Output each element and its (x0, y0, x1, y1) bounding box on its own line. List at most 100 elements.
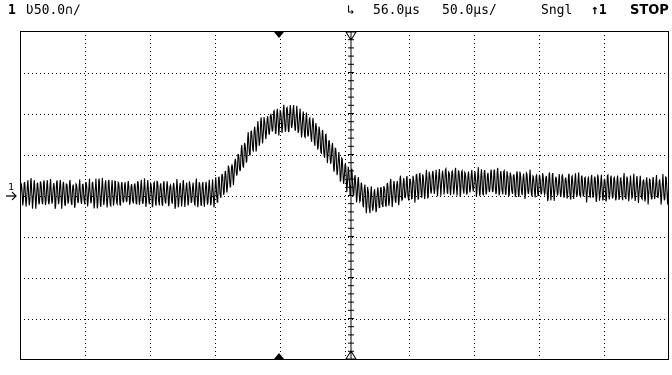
grid-dot (236, 114, 237, 115)
grid-dot (80, 73, 81, 74)
grid-dot (536, 278, 537, 279)
grid-dot (215, 231, 216, 232)
grid-dot (176, 114, 177, 115)
grid-dot (192, 114, 193, 115)
grid-dot (148, 278, 149, 279)
grid-dot (280, 67, 281, 68)
grid-dot (604, 83, 605, 84)
grid-dot (608, 237, 609, 238)
grid-dot (184, 237, 185, 238)
grid-dot (372, 155, 373, 156)
grid-dot (280, 75, 281, 76)
grid-dot (124, 155, 125, 156)
channel-ground-marker-icon[interactable] (6, 191, 17, 201)
grid-dot (476, 237, 477, 238)
grid-dot (150, 123, 151, 124)
grid-dot (600, 73, 601, 74)
grid-dot (474, 327, 475, 328)
grid-dot (176, 237, 177, 238)
grid-dot (348, 237, 349, 238)
grid-dot (539, 231, 540, 232)
grid-dot (40, 237, 41, 238)
grid-dot (474, 247, 475, 248)
grid-dot (85, 107, 86, 108)
grid-dot (604, 319, 605, 320)
grid-dot (280, 207, 281, 208)
grid-dot (100, 114, 101, 115)
grid-dot (432, 237, 433, 238)
grid-dot (492, 114, 493, 115)
grid-dot (409, 323, 410, 324)
grid-dot (560, 155, 561, 156)
grid-dot (440, 237, 441, 238)
grid-dot (528, 237, 529, 238)
grid-dot (280, 278, 281, 279)
grid-dot (215, 39, 216, 40)
grid-dot (215, 259, 216, 260)
grid-dot (280, 295, 281, 296)
grid-dot (474, 339, 475, 340)
grid-dot (150, 323, 151, 324)
grid-dot (56, 114, 57, 115)
channel-number[interactable]: 1 (8, 3, 16, 18)
grid-dot (580, 237, 581, 238)
grid-dot (284, 237, 285, 238)
grid-dot (345, 75, 346, 76)
grid-dot (409, 283, 410, 284)
grid-dot (280, 99, 281, 100)
grid-dot (85, 291, 86, 292)
grid-dot (539, 319, 540, 320)
grid-dot (524, 155, 525, 156)
grid-dot (215, 343, 216, 344)
grid-dot (604, 123, 605, 124)
grid-dot (304, 319, 305, 320)
grid-dot (539, 279, 540, 280)
grid-dot (85, 355, 86, 356)
grid-dot (540, 237, 541, 238)
grid-dot (608, 278, 609, 279)
grid-dot (620, 114, 621, 115)
grid-dot (660, 114, 661, 115)
grid-dot (416, 278, 417, 279)
grid-dot (200, 278, 201, 279)
grid-dot (196, 237, 197, 238)
grid-dot (460, 237, 461, 238)
grid-dot (476, 155, 477, 156)
grid-dot (660, 73, 661, 74)
grid-dot (244, 73, 245, 74)
grid-dot (340, 73, 341, 74)
grid-dot (215, 203, 216, 204)
grid-dot (100, 237, 101, 238)
grid-dot (224, 278, 225, 279)
grid-dot (539, 235, 540, 236)
grid-dot (150, 127, 151, 128)
grid-dot (400, 278, 401, 279)
grid-dot (150, 151, 151, 152)
grid-dot (388, 73, 389, 74)
grid-dot (520, 319, 521, 320)
grid-dot (604, 299, 605, 300)
run-stop-status[interactable]: STOP (630, 3, 669, 18)
grid-dot (474, 127, 475, 128)
grid-dot (474, 95, 475, 96)
grid-dot (120, 114, 121, 115)
grid-dot (176, 155, 177, 156)
grid-dot (164, 278, 165, 279)
grid-dot (539, 87, 540, 88)
grid-dot (280, 175, 281, 176)
grid-dot (204, 155, 205, 156)
grid-dot (568, 73, 569, 74)
grid-dot (236, 73, 237, 74)
grid-dot (340, 237, 341, 238)
grid-dot (504, 319, 505, 320)
grid-dot (208, 278, 209, 279)
grid-dot (474, 67, 475, 68)
grid-dot (436, 319, 437, 320)
grid-dot (576, 114, 577, 115)
grid-dot (652, 196, 653, 197)
grid-dot (160, 73, 161, 74)
grid-dot (328, 73, 329, 74)
grid-dot (184, 155, 185, 156)
grid-dot (584, 73, 585, 74)
grid-dot (232, 319, 233, 320)
